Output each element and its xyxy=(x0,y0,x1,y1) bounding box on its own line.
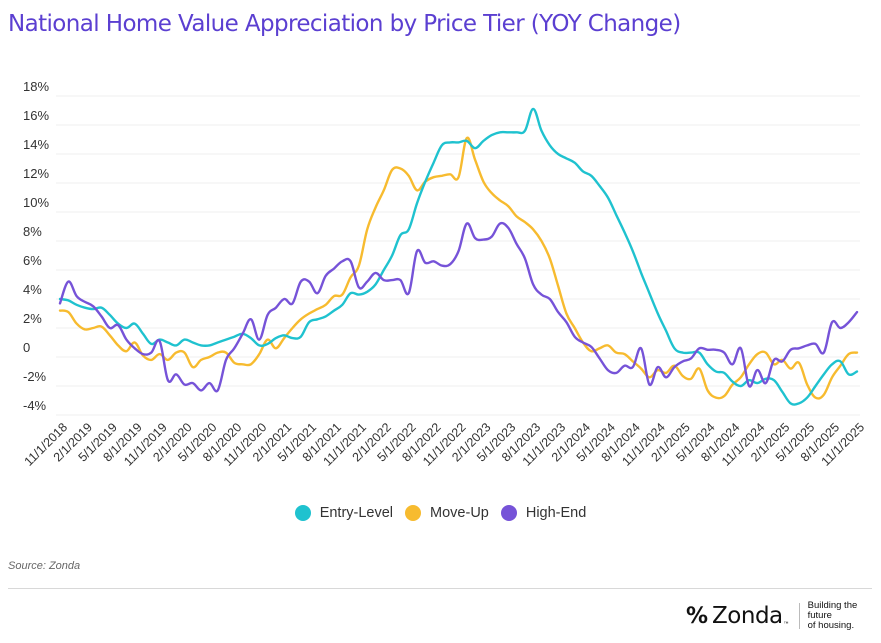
y-tick-label: 16% xyxy=(23,108,49,123)
brand-name: Zonda xyxy=(712,603,783,629)
y-tick-label: 4% xyxy=(23,282,42,297)
y-tick-label: 18% xyxy=(23,79,49,94)
move-up-swatch-icon xyxy=(405,505,422,521)
y-tick-label: 10% xyxy=(23,195,49,210)
legend-label: Move-Up xyxy=(430,505,489,521)
brand-tagline: Building the future of housing. xyxy=(808,601,881,631)
y-axis-ticks: 18% 16% 14% 12% 10% 8% 6% 4% 2% 0 -2% -4% xyxy=(23,79,49,413)
legend: Entry-Level Move-Up High-End xyxy=(0,505,881,521)
entry-level-swatch-icon xyxy=(294,505,311,521)
x-axis-ticks: 11/1/20182/1/20195/1/20198/1/201911/1/20… xyxy=(22,420,868,469)
y-tick-label: 14% xyxy=(23,137,49,152)
chart-title: National Home Value Appreciation by Pric… xyxy=(8,11,681,37)
legend-item-move-up[interactable]: Move-Up xyxy=(405,505,489,521)
legend-label: Entry-Level xyxy=(319,505,394,521)
y-tick-label: 6% xyxy=(23,253,42,268)
y-tick-label: 2% xyxy=(23,311,42,326)
series-line-highend[interactable] xyxy=(58,221,859,393)
series-line-entry[interactable] xyxy=(58,107,859,406)
series-lines xyxy=(58,107,859,406)
y-tick-label: -4% xyxy=(23,398,47,413)
tagline-line-1: Building the future xyxy=(807,600,858,621)
y-tick-label: 12% xyxy=(23,166,49,181)
y-tick-label: 0 xyxy=(23,340,30,355)
zonda-logo[interactable]: % Zonda ™ Building the future of housing… xyxy=(686,601,881,631)
footer-divider xyxy=(8,588,872,589)
source-note: Source: Zonda xyxy=(8,560,81,572)
legend-label: High-End xyxy=(525,505,587,521)
y-tick-label: 8% xyxy=(23,224,42,239)
legend-item-high-end[interactable]: High-End xyxy=(500,505,587,521)
y-tick-label: -2% xyxy=(23,369,47,384)
legend-item-entry-level[interactable]: Entry-Level xyxy=(294,505,394,521)
zonda-percent-icon: % xyxy=(686,603,708,629)
gridlines xyxy=(56,95,860,416)
trademark: ™ xyxy=(783,621,789,627)
series-line-moveup[interactable] xyxy=(58,136,859,400)
tagline-line-2: of housing. xyxy=(807,620,855,631)
high-end-swatch-icon xyxy=(500,505,517,521)
logo-separator xyxy=(798,603,800,629)
line-chart: 18% 16% 14% 12% 10% 8% 6% 4% 2% 0 -2% -4% 11/1/2018… xyxy=(22,79,868,469)
